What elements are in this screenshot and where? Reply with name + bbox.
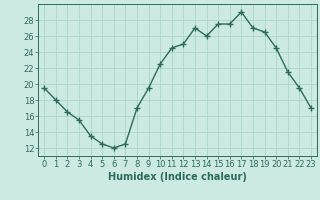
X-axis label: Humidex (Indice chaleur): Humidex (Indice chaleur) bbox=[108, 172, 247, 182]
